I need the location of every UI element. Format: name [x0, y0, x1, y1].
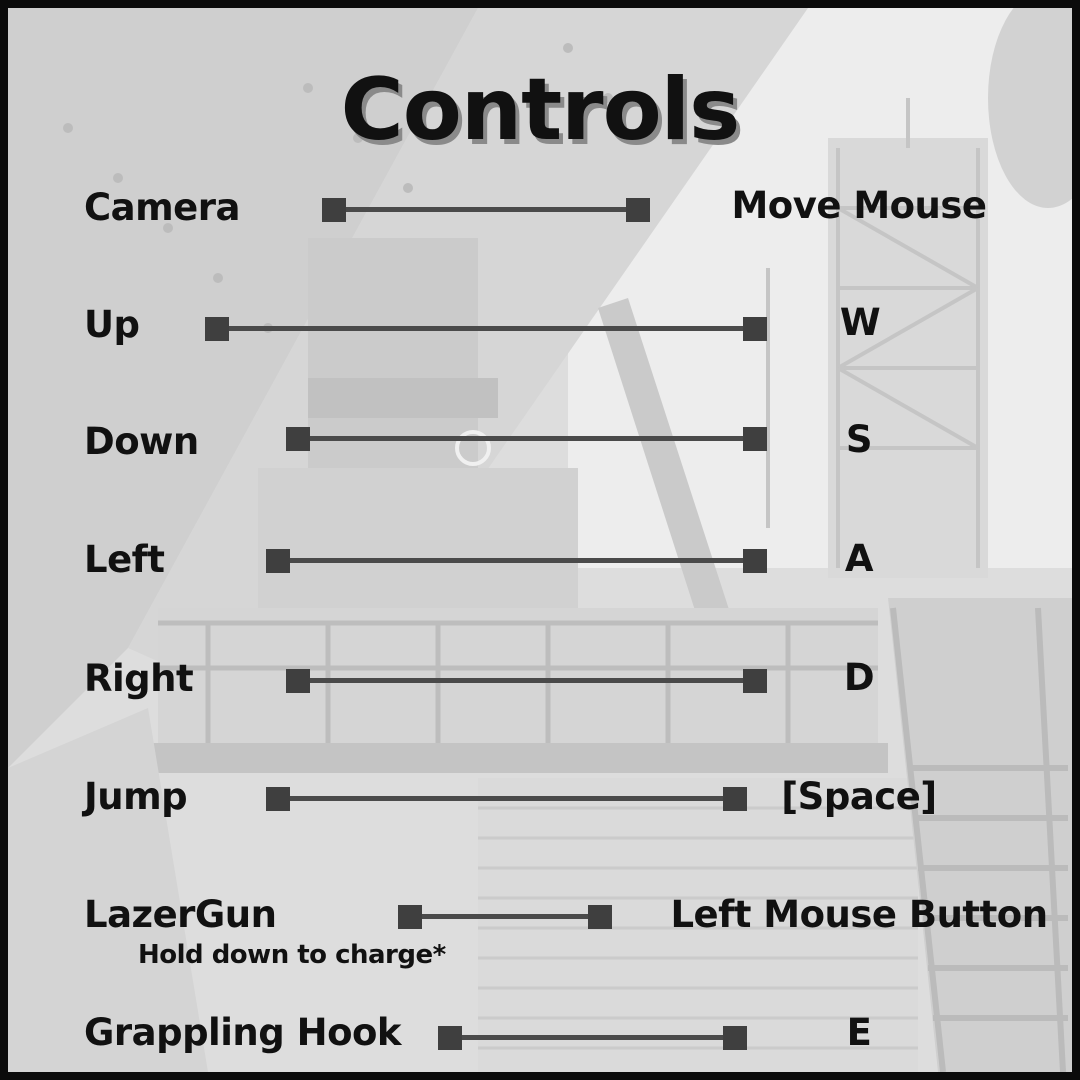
key-binding: D	[843, 656, 875, 699]
connector-endpoint	[266, 787, 290, 811]
connector-endpoint	[205, 317, 229, 341]
connector-endpoint	[266, 549, 290, 573]
page-title: Controls	[340, 60, 741, 160]
key-binding: [Space]	[781, 775, 937, 818]
connector-endpoint	[626, 198, 650, 222]
connector-endpoint	[398, 905, 422, 929]
connector-endpoint	[743, 669, 767, 693]
action-hint: Hold down to charge*	[138, 940, 446, 970]
key-binding: A	[844, 537, 874, 580]
key-binding: Move Mouse	[731, 184, 987, 227]
connector-endpoint	[723, 787, 747, 811]
action-label: Right	[84, 657, 194, 700]
action-label: Jump	[84, 775, 188, 818]
action-label: Grappling Hook	[84, 1011, 402, 1054]
key-binding: E	[846, 1011, 872, 1054]
connector-endpoint	[286, 427, 310, 451]
key-binding: W	[839, 301, 881, 344]
action-label: Up	[84, 303, 140, 346]
action-label: Camera	[84, 186, 240, 229]
connector-endpoint	[322, 198, 346, 222]
action-label: Left	[84, 538, 165, 581]
connector-endpoint	[743, 427, 767, 451]
connector-endpoint	[286, 669, 310, 693]
connector-endpoint	[743, 317, 767, 341]
industrial-background-image	[8, 8, 1072, 1072]
action-label: Down	[84, 420, 199, 463]
key-binding: S	[845, 418, 873, 461]
key-binding: Left Mouse Button	[670, 893, 1048, 936]
connector-endpoint	[743, 549, 767, 573]
connector-endpoint	[723, 1026, 747, 1050]
connector-endpoint	[588, 905, 612, 929]
connector-endpoint	[438, 1026, 462, 1050]
action-label: LazerGun	[84, 893, 277, 936]
